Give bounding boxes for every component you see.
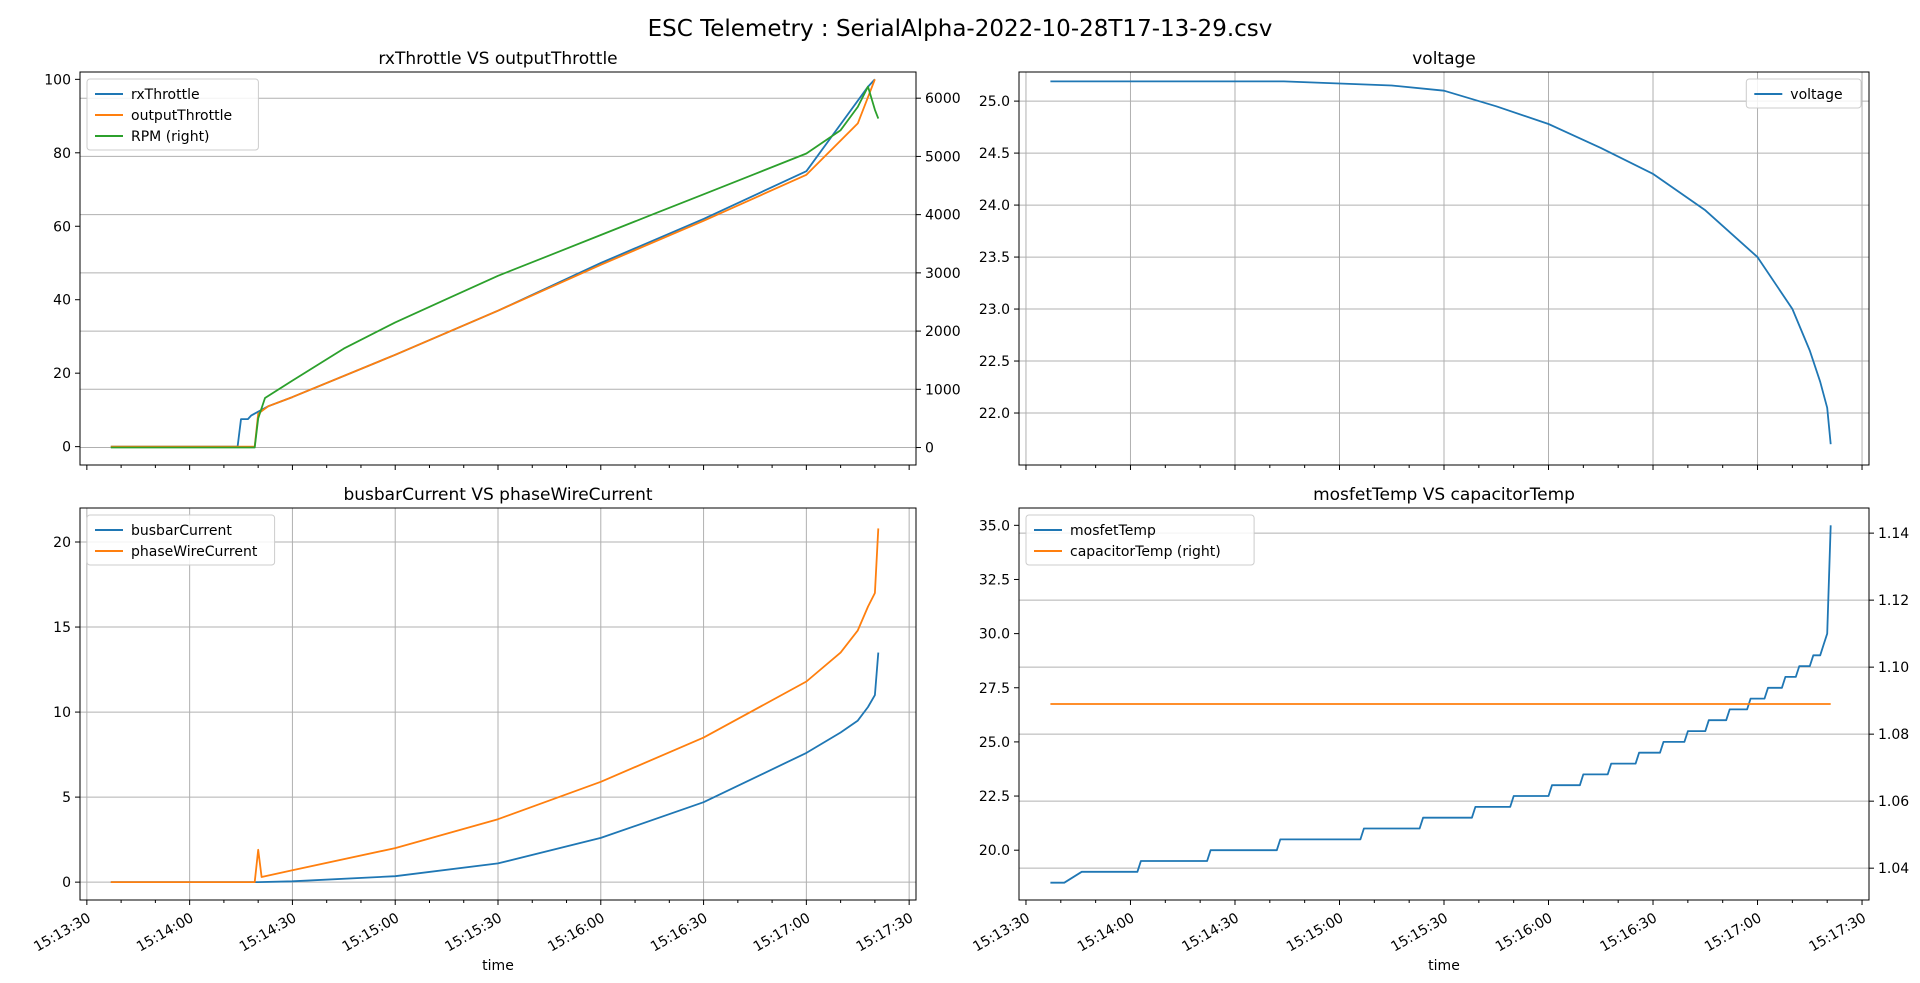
x-tick-label: 15:15:30	[1388, 910, 1450, 955]
x-tick-label: 15:17:00	[751, 910, 813, 955]
series-line-0	[1050, 525, 1832, 884]
y-tick-label: 27.5	[979, 681, 1010, 697]
subplot-title: voltage	[1412, 49, 1476, 69]
legend-label: RPM (right)	[131, 129, 210, 145]
y-tick-label: 10	[53, 705, 71, 721]
series-line-2	[110, 85, 880, 449]
subplots: rxThrottle VS outputThrottle020406080100…	[31, 49, 1909, 974]
y2-tick-label: 6000	[925, 91, 961, 107]
y2-tick-label: 3000	[925, 266, 961, 282]
y2-tick-label: 1.06	[1878, 794, 1909, 810]
x-tick-label: 15:13:30	[31, 910, 93, 955]
chart-3: mosfetTemp VS capacitorTemp 20.0 22.5 25.0 2…	[970, 485, 1909, 974]
legend-label: busbarCurrent	[131, 523, 232, 539]
y2-tick-label: 5000	[925, 149, 961, 165]
legend: rxThrottle outputThrottle RPM (right)	[86, 78, 259, 151]
y-tick-label: 20.0	[979, 843, 1010, 859]
y-tick-label: 22.0	[979, 406, 1010, 422]
y2-tick-label: 0	[925, 441, 934, 457]
x-tick-label: 15:15:00	[340, 910, 402, 955]
legend-label: mosfetTemp	[1070, 523, 1156, 539]
x-tick-label: 15:15:30	[442, 910, 504, 955]
x-tick-label: 15:17:00	[1702, 910, 1764, 955]
series-line-0	[1050, 80, 1832, 445]
y-tick-label: 24.5	[979, 146, 1010, 162]
chart-1: voltage 22.0 22.5 23.0 23.5 24.0 24.5 25.0 volta…	[979, 49, 1870, 470]
x-tick-label: 15:13:30	[970, 910, 1032, 955]
y2-tick-label: 1.10	[1878, 660, 1909, 676]
series-line-1	[110, 528, 880, 883]
x-tick-label: 15:14:30	[1179, 910, 1241, 955]
y-tick-label: 0	[62, 875, 71, 891]
y-tick-label: 20	[53, 535, 71, 551]
y-tick-label: 80	[53, 146, 71, 162]
legend-label: outputThrottle	[131, 108, 232, 124]
legend-label: voltage	[1790, 87, 1842, 103]
y-tick-label: 25.0	[979, 735, 1010, 751]
y-tick-label: 0	[62, 440, 71, 456]
x-tick-label: 15:16:30	[1597, 910, 1659, 955]
x-axis-label: time	[1428, 958, 1460, 974]
y2-tick-label: 1000	[925, 382, 961, 398]
x-tick-label: 15:16:30	[648, 910, 710, 955]
legend-box	[86, 78, 259, 151]
y-tick-label: 35.0	[979, 518, 1010, 534]
legend-box	[86, 514, 276, 566]
y-tick-label: 25.0	[979, 94, 1010, 110]
x-tick-label: 15:14:30	[237, 910, 299, 955]
y-tick-label: 40	[53, 293, 71, 309]
x-tick-label: 15:14:00	[1075, 910, 1137, 955]
y-tick-label: 30.0	[979, 627, 1010, 643]
x-tick-label: 15:15:00	[1284, 910, 1346, 955]
y2-tick-label: 2000	[925, 324, 961, 340]
y-tick-label: 100	[44, 72, 71, 88]
x-tick-label: 15:17:30	[854, 910, 916, 955]
y2-tick-label: 4000	[925, 208, 961, 224]
subplot-title: rxThrottle VS outputThrottle	[378, 49, 617, 69]
y-tick-label: 5	[62, 790, 71, 806]
x-tick-label: 15:16:00	[545, 910, 607, 955]
legend: voltage	[1745, 78, 1862, 109]
y2-tick-label: 1.04	[1878, 861, 1909, 877]
legend-box	[1745, 78, 1862, 109]
y-tick-label: 22.5	[979, 354, 1010, 370]
series-line-0	[110, 652, 880, 883]
y-tick-label: 22.5	[979, 789, 1010, 805]
x-axis-label: time	[482, 958, 514, 974]
legend: mosfetTemp capacitorTemp (right)	[1025, 514, 1255, 566]
y-tick-label: 20	[53, 366, 71, 382]
legend-label: capacitorTemp (right)	[1070, 544, 1221, 560]
y-tick-label: 60	[53, 219, 71, 235]
x-tick-label: 15:16:00	[1493, 910, 1555, 955]
legend-label: phaseWireCurrent	[131, 544, 258, 560]
y-tick-label: 32.5	[979, 572, 1010, 588]
y2-tick-label: 1.12	[1878, 593, 1909, 609]
legend: busbarCurrent phaseWireCurrent	[86, 514, 276, 566]
legend-label: rxThrottle	[131, 87, 200, 103]
subplot-title: busbarCurrent VS phaseWireCurrent	[343, 485, 652, 505]
chart-0: rxThrottle VS outputThrottle 0 20 40 60 80 100…	[44, 49, 961, 470]
chart-2: busbarCurrent VS phaseWireCurrent 0 5 10 15 2…	[31, 485, 917, 974]
legend-box	[1025, 514, 1255, 566]
y-tick-label: 23.0	[979, 302, 1010, 318]
y-tick-label: 15	[53, 620, 71, 636]
y2-tick-label: 1.14	[1878, 526, 1909, 542]
x-tick-label: 15:17:30	[1806, 910, 1868, 955]
subplot-title: mosfetTemp VS capacitorTemp	[1313, 485, 1575, 505]
y-tick-label: 24.0	[979, 198, 1010, 214]
y2-tick-label: 1.08	[1878, 727, 1909, 743]
y-tick-label: 23.5	[979, 250, 1010, 266]
figure-title: ESC Telemetry : SerialAlpha-2022-10-28T1…	[648, 16, 1273, 42]
x-tick-label: 15:14:00	[134, 910, 196, 955]
